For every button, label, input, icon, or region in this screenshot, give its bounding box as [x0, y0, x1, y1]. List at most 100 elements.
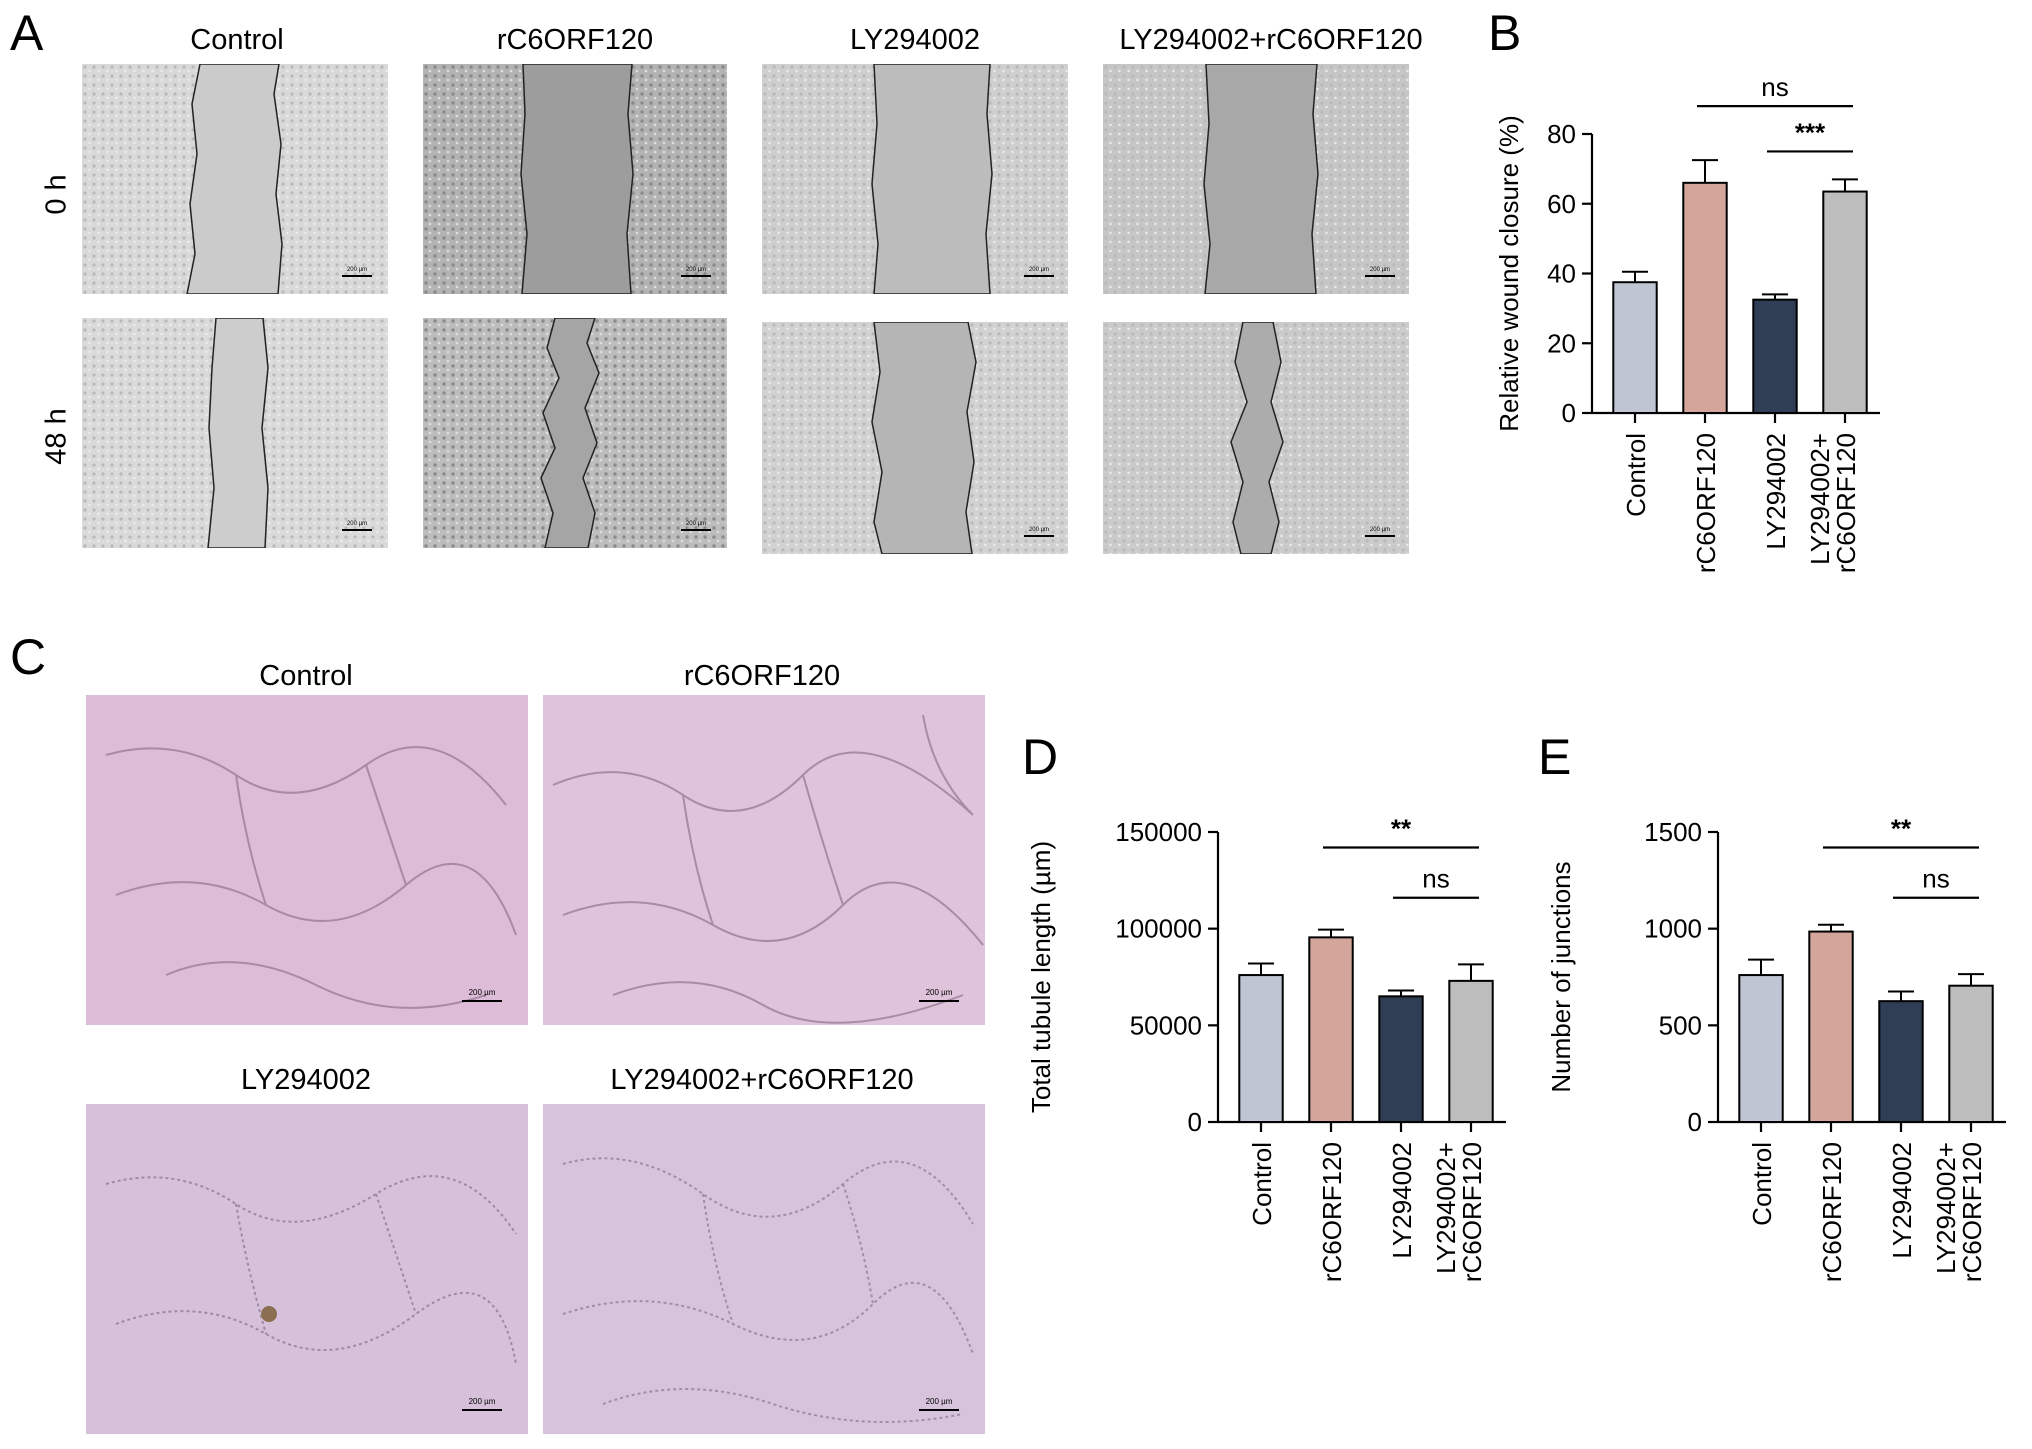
- wound-image-control-48h: 200 µm: [82, 318, 388, 548]
- panel-c-title-control: Control: [259, 660, 353, 692]
- y-tick-label: 1000: [1644, 914, 1702, 944]
- x-tick-label: LY294002: [1387, 1142, 1417, 1259]
- x-tick-label-group: LY294002: [1887, 1142, 1917, 1259]
- chart-e: 0 500 1000 1500 Number of junctions Control rC…: [1546, 813, 2006, 1282]
- x-tick-label: LY294002: [1761, 433, 1791, 550]
- x-tick-label: LY294002: [1887, 1142, 1917, 1259]
- x-tick-label-group: Control: [1621, 433, 1651, 517]
- y-tick-label: 60: [1547, 189, 1576, 219]
- svg-text:200 µm: 200 µm: [347, 267, 367, 273]
- bar-2: [1682, 181, 1728, 414]
- chart-d: 0 50000 100000 150000 Total tubule length (µ…: [1026, 813, 1506, 1282]
- significance-label: ns: [1761, 72, 1788, 102]
- y-tick-label: 0: [1688, 1107, 1702, 1137]
- bar-4: [1948, 984, 1994, 1123]
- panel-a-col-title-ly294002: LY294002: [849, 24, 981, 56]
- y-tick-label: 1500: [1644, 817, 1702, 847]
- wound-image-rc6orf120-0h: 200 µm: [423, 64, 727, 294]
- svg-text:200 µm: 200 µm: [686, 267, 706, 273]
- x-tick-label-group: LY294002: [1387, 1142, 1417, 1259]
- panel-c-title-rc6orf120: rC6ORF120: [683, 660, 841, 692]
- significance-label: **: [1891, 813, 1912, 843]
- x-tick-label: LY294002+: [1805, 433, 1835, 565]
- wound-image-ly294002-48h: 200 µm: [762, 322, 1068, 554]
- x-tick-label-group: rC6ORF120: [1691, 433, 1721, 573]
- wound-image-rc6orf120-48h: 200 µm: [423, 318, 727, 548]
- bar-4: [1448, 979, 1494, 1123]
- y-tick-label: 150000: [1115, 817, 1202, 847]
- svg-text:200 µm: 200 µm: [686, 521, 706, 527]
- panel-a-col-title-control: Control: [190, 24, 284, 56]
- y-tick-label: 0: [1562, 398, 1576, 428]
- x-tick-label: rC6ORF120: [1317, 1142, 1347, 1282]
- x-tick-label: rC6ORF120: [1457, 1142, 1487, 1282]
- x-tick-label-group: rC6ORF120: [1817, 1142, 1847, 1282]
- y-axis-label: Total tubule length (µm): [1026, 841, 1056, 1113]
- x-tick-label: LY294002+: [1931, 1142, 1961, 1274]
- panel-c-title-ly294002: LY294002: [240, 1064, 372, 1096]
- y-axis-label: Number of junctions: [1546, 861, 1576, 1092]
- tube-image-combo: 200 µm: [543, 1104, 985, 1434]
- x-tick-label: Control: [1247, 1142, 1277, 1226]
- x-tick-label-group: Control: [1247, 1142, 1277, 1226]
- svg-text:200 µm: 200 µm: [926, 1397, 953, 1406]
- x-tick-label: rC6ORF120: [1957, 1142, 1987, 1282]
- bar-3: [1752, 298, 1798, 414]
- x-tick-label-group: LY294002+rC6ORF120: [1931, 1142, 1987, 1282]
- x-tick-label-group: LY294002+rC6ORF120: [1431, 1142, 1487, 1282]
- x-tick-label: rC6ORF120: [1817, 1142, 1847, 1282]
- y-tick-label: 100000: [1115, 914, 1202, 944]
- svg-text:200 µm: 200 µm: [347, 521, 367, 527]
- y-tick-label: 0: [1188, 1107, 1202, 1137]
- bar-1: [1238, 974, 1284, 1123]
- wound-image-ly294002-0h: 200 µm: [762, 64, 1068, 294]
- panel-letter-a: A: [10, 5, 44, 61]
- chart-b: 0 20 40 60 80 Relative wound closure (%) Contr…: [1494, 72, 1880, 573]
- wound-image-control-0h: 200 µm: [82, 64, 388, 294]
- x-tick-label-group: rC6ORF120: [1317, 1142, 1347, 1282]
- significance-label: ***: [1795, 117, 1826, 147]
- svg-text:200 µm: 200 µm: [1029, 527, 1049, 533]
- panel-a-row-label-0h: 0 h: [40, 174, 73, 215]
- y-tick-label: 20: [1547, 328, 1576, 358]
- panel-a-row-label-48h: 48 h: [40, 408, 73, 465]
- bar-2: [1308, 936, 1354, 1123]
- significance-label: **: [1391, 813, 1412, 843]
- panel-letter-d: D: [1022, 729, 1059, 785]
- svg-text:200 µm: 200 µm: [1370, 267, 1390, 273]
- bar-2: [1808, 930, 1854, 1123]
- y-axis-label: Relative wound closure (%): [1494, 115, 1524, 431]
- significance-label: ns: [1922, 864, 1949, 894]
- x-tick-label-group: LY294002: [1761, 433, 1791, 550]
- significance-label: ns: [1422, 864, 1449, 894]
- x-tick-label: Control: [1747, 1142, 1777, 1226]
- panel-letter-e: E: [1538, 729, 1572, 785]
- y-tick-label: 500: [1659, 1010, 1702, 1040]
- svg-text:200 µm: 200 µm: [926, 988, 953, 997]
- bar-3: [1378, 995, 1424, 1123]
- bar-3: [1878, 1000, 1924, 1124]
- y-tick-label: 40: [1547, 259, 1576, 289]
- bar-1: [1612, 281, 1658, 414]
- x-tick-label: rC6ORF120: [1831, 433, 1861, 573]
- bar-4: [1822, 190, 1868, 414]
- tube-image-rc6orf120: 200 µm: [543, 695, 985, 1025]
- panel-a-col-title-combo: LY294002+rC6ORF120: [1119, 24, 1423, 56]
- tube-image-control: 200 µm: [86, 695, 528, 1025]
- wound-image-combo-0h: 200 µm: [1103, 64, 1409, 294]
- bar-1: [1738, 974, 1784, 1123]
- svg-text:200 µm: 200 µm: [1370, 527, 1390, 533]
- x-tick-label-group: Control: [1747, 1142, 1777, 1226]
- wound-image-combo-48h: 200 µm: [1103, 322, 1409, 554]
- y-tick-label: 50000: [1130, 1010, 1202, 1040]
- x-tick-label: LY294002+: [1431, 1142, 1461, 1274]
- tube-image-ly294002: 200 µm: [86, 1104, 528, 1434]
- svg-text:200 µm: 200 µm: [469, 1397, 496, 1406]
- svg-text:200 µm: 200 µm: [469, 988, 496, 997]
- panel-letter-c: C: [10, 629, 47, 685]
- x-tick-label-group: LY294002+rC6ORF120: [1805, 433, 1861, 573]
- x-tick-label: rC6ORF120: [1691, 433, 1721, 573]
- panel-letter-b: B: [1488, 5, 1522, 61]
- panel-c-title-combo: LY294002+rC6ORF120: [610, 1064, 914, 1096]
- y-tick-label: 80: [1547, 119, 1576, 149]
